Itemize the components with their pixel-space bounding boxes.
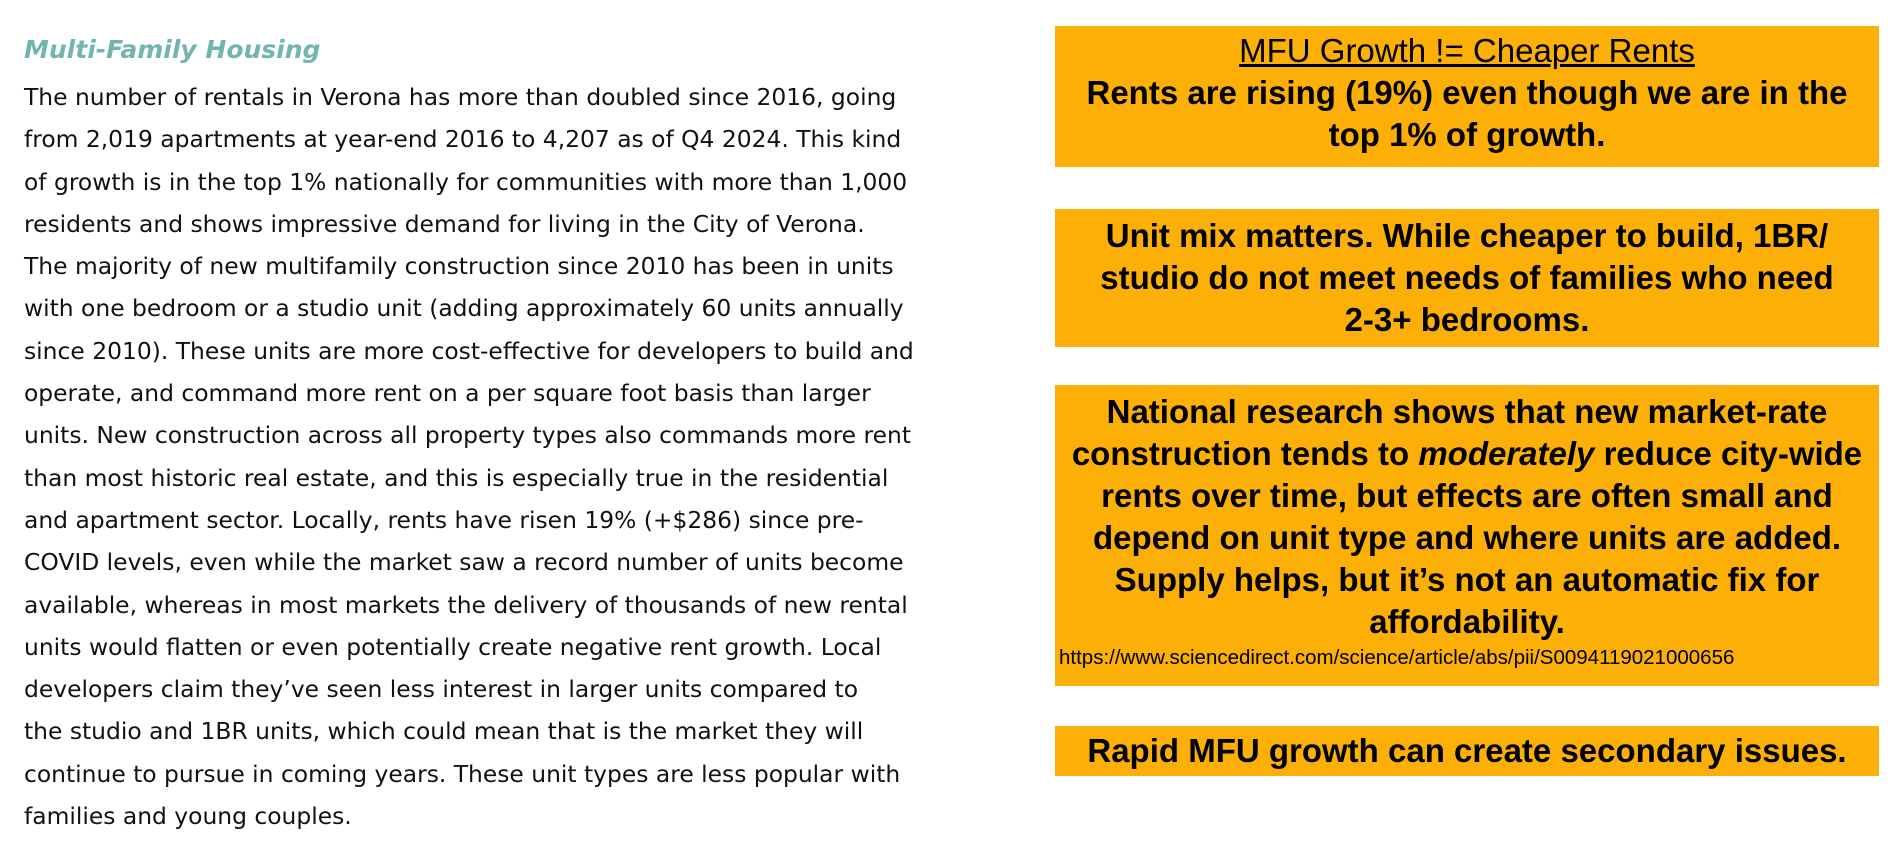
body-paragraph: The number of rentals in Verona has more… [24, 76, 924, 837]
unit-mix-callout: Unit mix matters. While cheaper to build… [1055, 209, 1879, 347]
research-emphasis-word: moderately [1418, 435, 1595, 472]
body-line: The majority of new multifamily construc… [24, 252, 894, 281]
body-line: families and young couples. [24, 802, 352, 831]
unit-mix-callout-line: 2-3+ bedrooms. [1344, 301, 1590, 338]
growth-callout-line: top 1% of growth. [1328, 116, 1606, 153]
section-heading: Multi-Family Housing [24, 35, 321, 64]
secondary-issues-callout-text: Rapid MFU growth can create secondary is… [1087, 732, 1847, 769]
growth-callout-line: Rents are rising (19%) even though we ar… [1086, 74, 1848, 111]
body-line: of growth is in the top 1% nationally fo… [24, 167, 908, 196]
research-callout: National research shows that new market-… [1055, 385, 1879, 686]
body-line: continue to pursue in coming years. Thes… [24, 759, 901, 788]
growth-callout-title: MFU Growth != Cheaper Rents [1239, 32, 1695, 69]
body-line: COVID levels, even while the market saw … [24, 548, 904, 577]
research-callout-line: rents over time, but effects are often s… [1101, 477, 1833, 514]
body-line: since 2010). These units are more cost-e… [24, 336, 914, 365]
body-line: operate, and command more rent on a per … [24, 379, 871, 408]
body-line: developers claim they’ve seen less inter… [24, 675, 859, 704]
research-callout-line: National research shows that new market-… [1106, 393, 1828, 430]
growth-callout: MFU Growth != Cheaper Rents Rents are ri… [1055, 26, 1879, 167]
research-callout-line: Supply helps, but it’s not an automatic … [1114, 561, 1820, 598]
body-line: the studio and 1BR units, which could me… [24, 717, 864, 746]
body-line: and apartment sector. Locally, rents hav… [24, 505, 864, 534]
research-source-link[interactable]: https://www.sciencedirect.com/science/ar… [1059, 646, 1735, 669]
body-line: than most historic real estate, and this… [24, 463, 889, 492]
body-line: units. New construction across all prope… [24, 421, 911, 450]
body-line: from 2,019 apartments at year-end 2016 t… [24, 125, 902, 154]
research-callout-line: construction tends to moderately reduce … [1055, 433, 1879, 475]
body-line: units would flatten or even potentially … [24, 632, 882, 661]
research-line-pre: construction tends to [1071, 435, 1419, 472]
body-line: The number of rentals in Verona has more… [24, 83, 897, 111]
unit-mix-callout-line: Unit mix matters. While cheaper to build… [1105, 217, 1829, 254]
research-line-post: reduce city-wide [1594, 435, 1863, 472]
body-line: available, whereas in most markets the d… [24, 590, 908, 619]
research-callout-line: affordability. [1369, 603, 1565, 640]
unit-mix-callout-line: studio do not meet needs of families who… [1100, 259, 1834, 296]
body-line: residents and shows impressive demand fo… [24, 209, 865, 238]
body-line: with one bedroom or a studio unit (addin… [24, 294, 904, 323]
multi-family-housing-section: Multi-Family Housing The number of renta… [24, 34, 924, 837]
secondary-issues-callout: Rapid MFU growth can create secondary is… [1055, 726, 1879, 776]
research-callout-line: depend on unit type and where units are … [1092, 519, 1842, 556]
